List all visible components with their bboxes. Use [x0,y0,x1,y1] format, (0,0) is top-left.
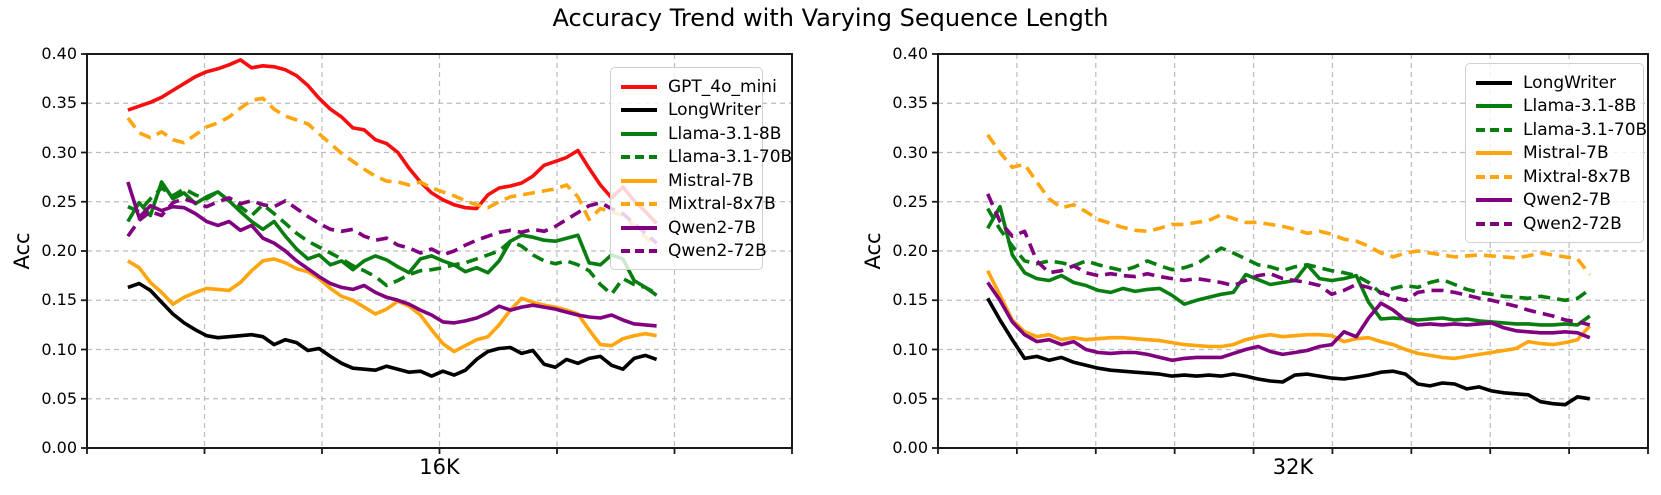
legend-swatch-icon [621,202,657,207]
y-tick-label: 0.40 [892,44,928,63]
legend: LongWriter Llama-3.1-8B Llama-3.1-70B Mistr… [1465,63,1647,243]
y-tick-label: 0.25 [41,191,77,211]
legend-entry-gpt-4o-mini: GPT_4o_mini [621,75,777,99]
y-tick-label: 0.05 [892,388,928,408]
legend-entry-mistral-7b: Mistral-7B [621,169,754,193]
legend-entry-qwen2-72b: Qwen2-72B [621,240,767,264]
series-line-mixtral-8x7b [126,96,658,249]
legend-label: Qwen2-72B [1523,213,1622,234]
plot-area-32k [932,53,1649,454]
legend-swatch-icon [621,108,657,113]
legend-swatch-icon [1476,151,1512,156]
series-line-gpt-4o-mini [127,58,658,225]
y-tick-label: 0.10 [892,339,928,359]
y-tick-label: 0.20 [41,241,77,260]
legend-label: Llama-3.1-70B [668,147,793,168]
legend-label: Llama-3.1-8B [1523,96,1637,117]
legend-label: Qwen2-72B [668,241,767,262]
legend-label: LongWriter [1523,72,1617,93]
legend-swatch-icon [621,84,657,89]
x-axis-label-32k: 32K [1272,455,1314,479]
series-line-qwen2-7b [126,181,657,328]
legend-label: GPT_4o_mini [668,76,777,97]
legend-swatch-icon [1476,104,1512,109]
series-line-longwriter [986,297,1591,407]
series-line-llama-3-1-70b [127,186,658,297]
legend-label: Llama-3.1-70B [1523,119,1648,140]
series-line-qwen2-72b [986,193,1591,327]
legend-swatch-icon [1476,127,1512,132]
legend-label: LongWriter [668,100,762,121]
series-line-llama-3-1-8b [126,180,658,297]
series-line-qwen2-7b [986,281,1591,363]
y-tick-label: 0.40 [41,44,77,63]
legend-swatch-icon [621,249,657,254]
legend-entry-mixtral-8x7b: Mixtral-8x7B [1476,165,1635,189]
y-tick-label: 0.05 [41,388,77,408]
y-tick-label: 0.00 [41,438,77,457]
y-tick-label: 0.15 [892,290,928,310]
y-tick-label: 0.10 [41,339,77,359]
legend-entry-longwriter: LongWriter [621,99,761,123]
y-tick-label: 0.25 [892,191,928,211]
y-tick-label: 0.35 [892,93,928,113]
figure-title: Accuracy Trend with Varying Sequence Len… [552,4,1109,32]
legend-swatch-icon [1476,221,1512,226]
legend-entry-mistral-7b: Mistral-7B [1476,142,1635,166]
legend-label: Qwen2-7B [1523,190,1611,211]
legend-swatch-icon [1476,198,1512,203]
legend-label: Mixtral-8x7B [1523,166,1631,187]
series-line-llama-3-1-70b [986,207,1591,303]
series-line-mixtral-8x7b [986,133,1592,276]
y-tick-label: 0.30 [892,142,928,162]
legend-entry-qwen2-72b: Qwen2-72B [1476,212,1635,236]
y-tick-label: 0.20 [892,241,928,260]
legend-entry-mixtral-8x7b: Mixtral-8x7B [621,193,776,217]
legend-swatch-icon [621,131,657,136]
x-axis-label-16k: 16K [419,455,460,479]
legend-swatch-icon [621,225,657,230]
series-line-mistral-7b [986,269,1592,361]
legend-label: Mistral-7B [668,170,754,191]
legend-label: Mistral-7B [1523,143,1609,164]
legend-entry-llama-3-1-70b: Llama-3.1-70B [621,146,792,170]
legend-swatch-icon [621,178,657,183]
legend-label: Mixtral-8x7B [668,194,776,215]
y-tick-label: 0.00 [892,438,928,457]
y-tick-label: 0.30 [41,142,77,162]
legend-entry-qwen2-7b: Qwen2-7B [1476,189,1635,213]
y-tick-label: 0.15 [41,290,77,310]
series-line-longwriter [127,281,658,378]
plot-area-16k [81,53,793,454]
legend-swatch-icon [1476,174,1512,179]
legend-label: Qwen2-7B [668,217,756,238]
legend-label: Llama-3.1-8B [668,123,782,144]
y-tick-label: 0.35 [41,93,77,113]
legend-entry-qwen2-7b: Qwen2-7B [621,216,756,240]
legend-entry-llama-3-1-70b: Llama-3.1-70B [1476,118,1647,142]
legend-entry-llama-3-1-8b: Llama-3.1-8B [621,122,781,146]
legend-swatch-icon [621,155,657,160]
legend: GPT_4o_mini LongWriter Llama-3.1-8B Llama-3… [610,67,792,270]
legend-entry-llama-3-1-8b: Llama-3.1-8B [1476,95,1637,119]
legend-entry-longwriter: LongWriter [1476,71,1635,95]
legend-swatch-icon [1476,80,1512,85]
